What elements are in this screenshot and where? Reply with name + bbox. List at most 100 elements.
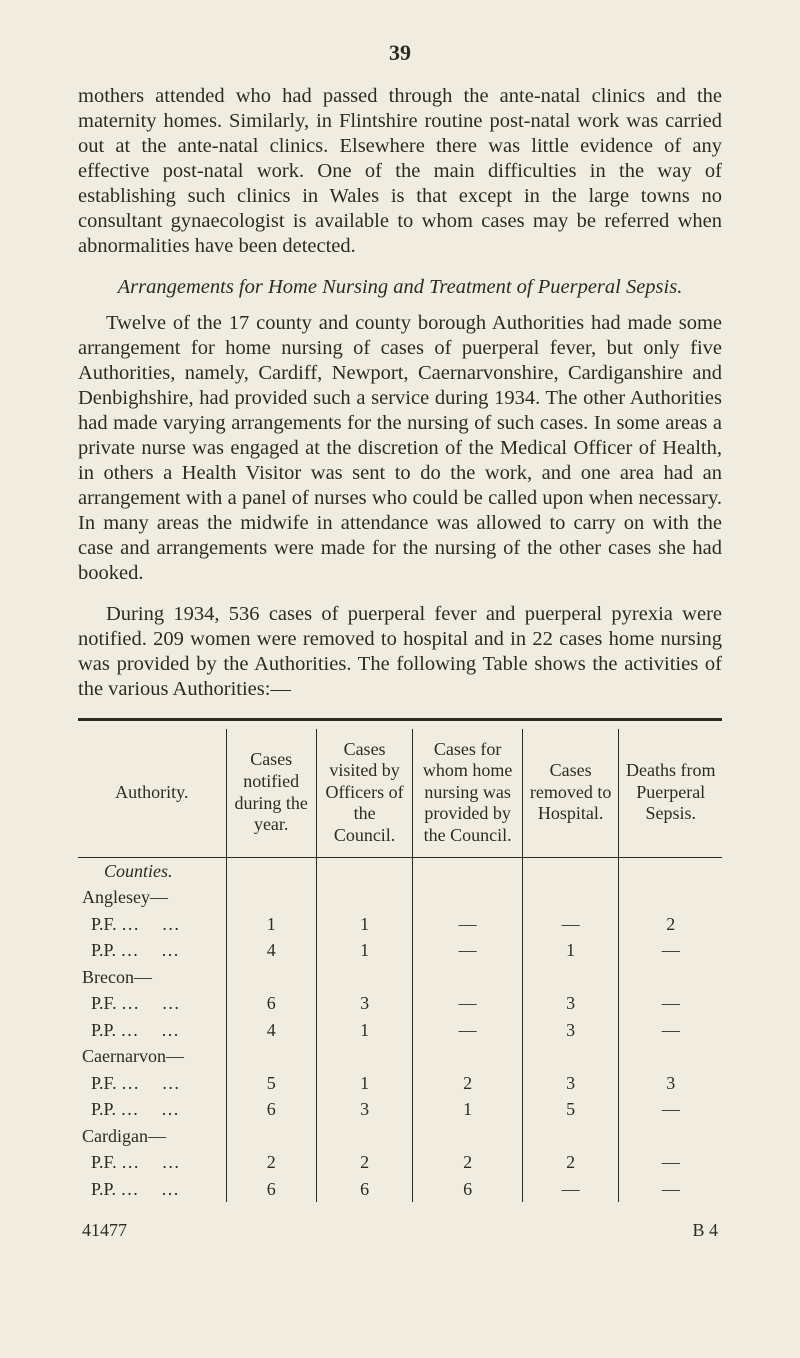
group-label-cell: Brecon— xyxy=(78,964,226,991)
table-section-label: Counties. xyxy=(78,857,722,884)
table-top-rule xyxy=(78,718,722,721)
table-cell: 4 xyxy=(226,937,316,964)
table-group-label: Cardigan— xyxy=(78,1123,722,1150)
table-group-label: Anglesey— xyxy=(78,884,722,911)
paragraph-2: Twelve of the 17 county and county borou… xyxy=(78,311,722,586)
data-table: Authority. Cases notified during the yea… xyxy=(78,729,722,1202)
table-cell: 5 xyxy=(226,1070,316,1097)
table-cell xyxy=(522,1123,619,1150)
section-label-cell: Counties. xyxy=(78,857,226,884)
table-body: Counties.Anglesey— P.F. … …11——2 P.P. … … xyxy=(78,857,722,1202)
table-cell xyxy=(619,1123,722,1150)
table-cell: 1 xyxy=(316,937,413,964)
table-cell: P.P. … … xyxy=(78,1017,226,1044)
table-row: P.F. … …51233 xyxy=(78,1070,722,1097)
table-cell: P.F. … … xyxy=(78,911,226,938)
table-cell: — xyxy=(522,911,619,938)
table-cell: 1 xyxy=(413,1096,522,1123)
table-cell xyxy=(413,1043,522,1070)
table-cell: 3 xyxy=(316,990,413,1017)
col-home-nursing: Cases for whom home nursing was provided… xyxy=(413,729,522,857)
group-label-cell: Cardigan— xyxy=(78,1123,226,1150)
table-cell: 6 xyxy=(226,990,316,1017)
table-cell xyxy=(226,857,316,884)
table-cell: 2 xyxy=(413,1149,522,1176)
section-heading: Arrangements for Home Nursing and Treatm… xyxy=(78,275,722,301)
paragraph-3: During 1934, 536 cases of puerperal feve… xyxy=(78,602,722,702)
paragraph-1: mothers attended who had passed through … xyxy=(78,84,722,259)
table-cell: 3 xyxy=(522,990,619,1017)
table-cell: — xyxy=(619,1176,722,1203)
table-cell: — xyxy=(619,937,722,964)
page-footer: 41477 B 4 xyxy=(78,1220,722,1241)
table-cell xyxy=(316,884,413,911)
table-cell: — xyxy=(619,1149,722,1176)
table-cell xyxy=(619,1043,722,1070)
table-cell xyxy=(522,964,619,991)
table-cell xyxy=(226,1043,316,1070)
footer-left: 41477 xyxy=(82,1220,127,1241)
document-page: 39 mothers attended who had passed throu… xyxy=(0,0,800,1358)
table-cell: 4 xyxy=(226,1017,316,1044)
table-cell: 5 xyxy=(522,1096,619,1123)
col-authority: Authority. xyxy=(78,729,226,857)
table-header-row: Authority. Cases notified during the yea… xyxy=(78,729,722,857)
table-cell: 2 xyxy=(619,911,722,938)
table-row: P.P. … …6315— xyxy=(78,1096,722,1123)
table-cell: 3 xyxy=(316,1096,413,1123)
table-cell: — xyxy=(619,1017,722,1044)
col-deaths: Deaths from Puerperal Sepsis. xyxy=(619,729,722,857)
table-cell: 2 xyxy=(522,1149,619,1176)
table-cell xyxy=(413,964,522,991)
table-cell: — xyxy=(619,1096,722,1123)
table-cell xyxy=(226,1123,316,1150)
table-cell: — xyxy=(413,937,522,964)
table-row: P.F. … …2222— xyxy=(78,1149,722,1176)
table-cell xyxy=(316,964,413,991)
table-cell: 1 xyxy=(316,1017,413,1044)
table-cell xyxy=(522,884,619,911)
table-row: P.P. … …666—— xyxy=(78,1176,722,1203)
table-cell: — xyxy=(413,990,522,1017)
footer-right: B 4 xyxy=(692,1220,718,1241)
table-cell: 1 xyxy=(316,1070,413,1097)
table-cell: 2 xyxy=(226,1149,316,1176)
group-label-cell: Anglesey— xyxy=(78,884,226,911)
table-cell xyxy=(226,884,316,911)
table-cell: 3 xyxy=(522,1070,619,1097)
table-cell: P.P. … … xyxy=(78,937,226,964)
group-label-cell: Caernarvon— xyxy=(78,1043,226,1070)
col-notified: Cases notified during the year. xyxy=(226,729,316,857)
table-row: P.F. … …11——2 xyxy=(78,911,722,938)
table-cell: 6 xyxy=(226,1096,316,1123)
table-group-label: Caernarvon— xyxy=(78,1043,722,1070)
table-row: P.F. … …63—3— xyxy=(78,990,722,1017)
table-cell xyxy=(316,857,413,884)
table-cell: — xyxy=(522,1176,619,1203)
col-removed: Cases removed to Hospital. xyxy=(522,729,619,857)
table-cell xyxy=(316,1043,413,1070)
table-cell: 1 xyxy=(316,911,413,938)
table-cell: 2 xyxy=(413,1070,522,1097)
table-cell: 6 xyxy=(413,1176,522,1203)
table-cell xyxy=(316,1123,413,1150)
table-cell: 3 xyxy=(522,1017,619,1044)
table-cell: 3 xyxy=(619,1070,722,1097)
table-cell: — xyxy=(619,990,722,1017)
table-cell: P.F. … … xyxy=(78,1070,226,1097)
table-cell: — xyxy=(413,911,522,938)
table-cell xyxy=(413,1123,522,1150)
table-cell: 2 xyxy=(316,1149,413,1176)
table-row: P.P. … …41—1— xyxy=(78,937,722,964)
table-row: P.P. … …41—3— xyxy=(78,1017,722,1044)
table-cell: P.F. … … xyxy=(78,990,226,1017)
table-cell: 1 xyxy=(522,937,619,964)
table-cell: 1 xyxy=(226,911,316,938)
table-cell: 6 xyxy=(316,1176,413,1203)
table-cell xyxy=(413,884,522,911)
table-cell: P.P. … … xyxy=(78,1096,226,1123)
table-cell xyxy=(619,964,722,991)
table-cell xyxy=(619,857,722,884)
table-cell: P.F. … … xyxy=(78,1149,226,1176)
table-cell: 6 xyxy=(226,1176,316,1203)
